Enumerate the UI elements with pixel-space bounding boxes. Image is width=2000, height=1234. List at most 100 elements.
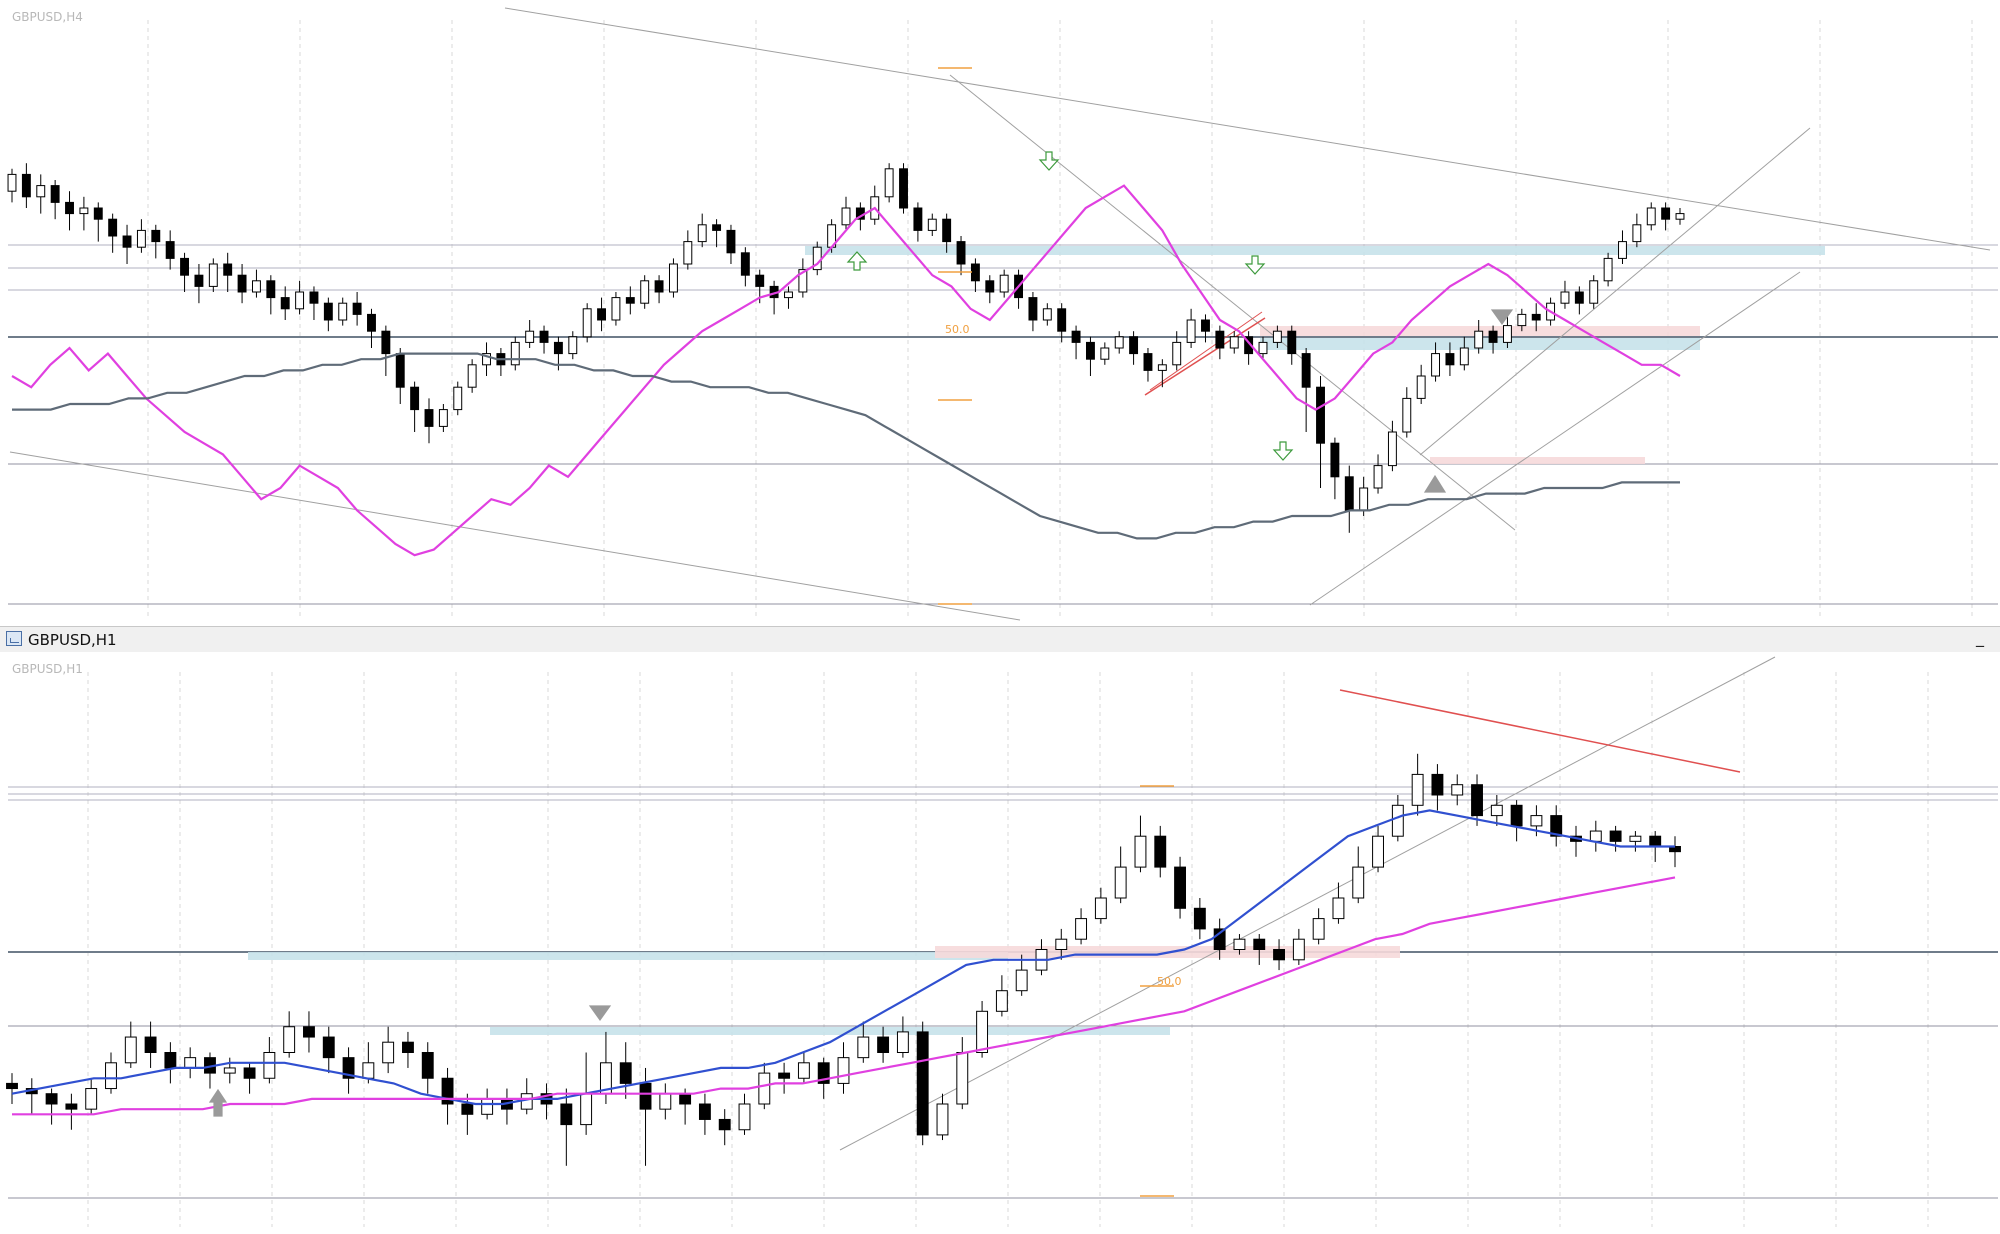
candle-body (144, 1036, 157, 1053)
candle-body (1094, 897, 1107, 920)
candle-body (21, 173, 31, 198)
moving-average-2 (12, 352, 1680, 540)
candle-body (1609, 830, 1622, 842)
candle-body (1474, 330, 1484, 349)
candle-body (467, 364, 477, 388)
candle-body (1193, 907, 1206, 930)
candle-body (738, 1103, 751, 1131)
down-triangle-icon (588, 1005, 612, 1022)
candle-body (1517, 313, 1527, 327)
candle-body (1244, 336, 1254, 355)
candle-body (1352, 866, 1365, 899)
candle-body (817, 1062, 830, 1084)
candle-body (740, 252, 750, 276)
candle-body (1114, 866, 1127, 899)
candle-body (65, 1103, 78, 1110)
candle-body (45, 1093, 58, 1105)
candle-body (999, 274, 1009, 293)
candle-body (303, 1026, 315, 1038)
candle-body (1411, 773, 1424, 806)
candle-body (1154, 835, 1167, 868)
candle-body (1550, 815, 1563, 837)
candle-body (6, 1082, 18, 1090)
candle-body (381, 330, 391, 355)
up-arrow-icon (208, 1088, 228, 1117)
candle-body (1359, 487, 1369, 511)
candle-body (942, 218, 952, 243)
candle-body (1431, 353, 1441, 377)
candle-body (1445, 353, 1455, 366)
candle-body (1055, 938, 1068, 951)
candle-body (136, 229, 146, 248)
trendline (1309, 271, 1801, 606)
h4-chart-title: GBPUSD,H4 (12, 10, 83, 24)
support-zone-upper (805, 246, 1825, 255)
candle-body (124, 1036, 137, 1064)
candle-body (778, 1072, 791, 1079)
candle-body (352, 302, 362, 315)
candle-body (1201, 319, 1210, 332)
candle-body (1510, 804, 1523, 827)
chart-window-icon (6, 631, 22, 646)
candle-body (122, 235, 132, 248)
candle-body (1402, 397, 1412, 433)
candle-body (194, 274, 204, 287)
h1-chart-canvas[interactable]: 50.0 (0, 652, 2000, 1234)
candle-body (1143, 353, 1153, 371)
candle-body (362, 1062, 375, 1079)
candle-body (698, 1103, 711, 1120)
candle-body (841, 207, 851, 226)
candle-body (481, 1098, 494, 1115)
h1-chart-pane[interactable]: GBPUSD,H1 50.0 (0, 652, 2000, 1234)
candle-body (597, 308, 607, 321)
candle-body (438, 409, 448, 427)
candle-body (1129, 336, 1139, 355)
candle-body (639, 1082, 652, 1110)
candle-body (884, 168, 894, 198)
candle-body (410, 386, 420, 411)
candle-body (85, 1088, 98, 1110)
candle-body (1589, 830, 1602, 842)
candle-body (1431, 773, 1444, 796)
candle-body (896, 1031, 909, 1053)
candle-body (108, 218, 118, 237)
candle-body (970, 263, 980, 282)
candle-body (1618, 241, 1627, 259)
candle-body (1531, 313, 1541, 321)
h4-chart-canvas[interactable]: 50.0 (0, 0, 2000, 626)
candle-body (1330, 442, 1340, 478)
candle-body (1344, 476, 1354, 511)
candle-body (520, 1093, 533, 1110)
candle-body (1316, 386, 1325, 444)
candle-body (283, 1026, 296, 1053)
candle-body (916, 1031, 929, 1136)
h4-chart-pane[interactable]: GBPUSD,H4 50.0 (0, 0, 2000, 627)
candle-body (1273, 949, 1285, 961)
candle-body (295, 291, 305, 310)
candle-body (956, 1052, 969, 1105)
candle-body (1042, 308, 1052, 321)
candle-body (1172, 341, 1182, 366)
candle-body (654, 280, 664, 293)
candle-body (877, 1036, 890, 1053)
candle-body (151, 229, 161, 243)
candle-body (367, 313, 376, 332)
candle-body (7, 173, 17, 192)
candle-body (976, 1010, 989, 1053)
h1-window-titlebar[interactable]: GBPUSD,H1 _ (0, 626, 2000, 654)
candle-body (79, 207, 89, 215)
minimize-button[interactable]: _ (1976, 628, 1984, 647)
candle-body (65, 201, 74, 215)
candle-body (251, 280, 261, 293)
down-arrow-icon (1244, 255, 1266, 275)
candle-body (568, 336, 578, 355)
candle-body (1471, 784, 1483, 817)
fib-label: 50.0 (1157, 975, 1182, 988)
candle-body (611, 297, 621, 321)
candle-body (712, 224, 722, 231)
trendline-red (1144, 317, 1266, 396)
candle-body (322, 1036, 335, 1059)
candle-body (510, 341, 520, 366)
candle-body (1490, 804, 1503, 817)
candle-body (640, 280, 650, 304)
